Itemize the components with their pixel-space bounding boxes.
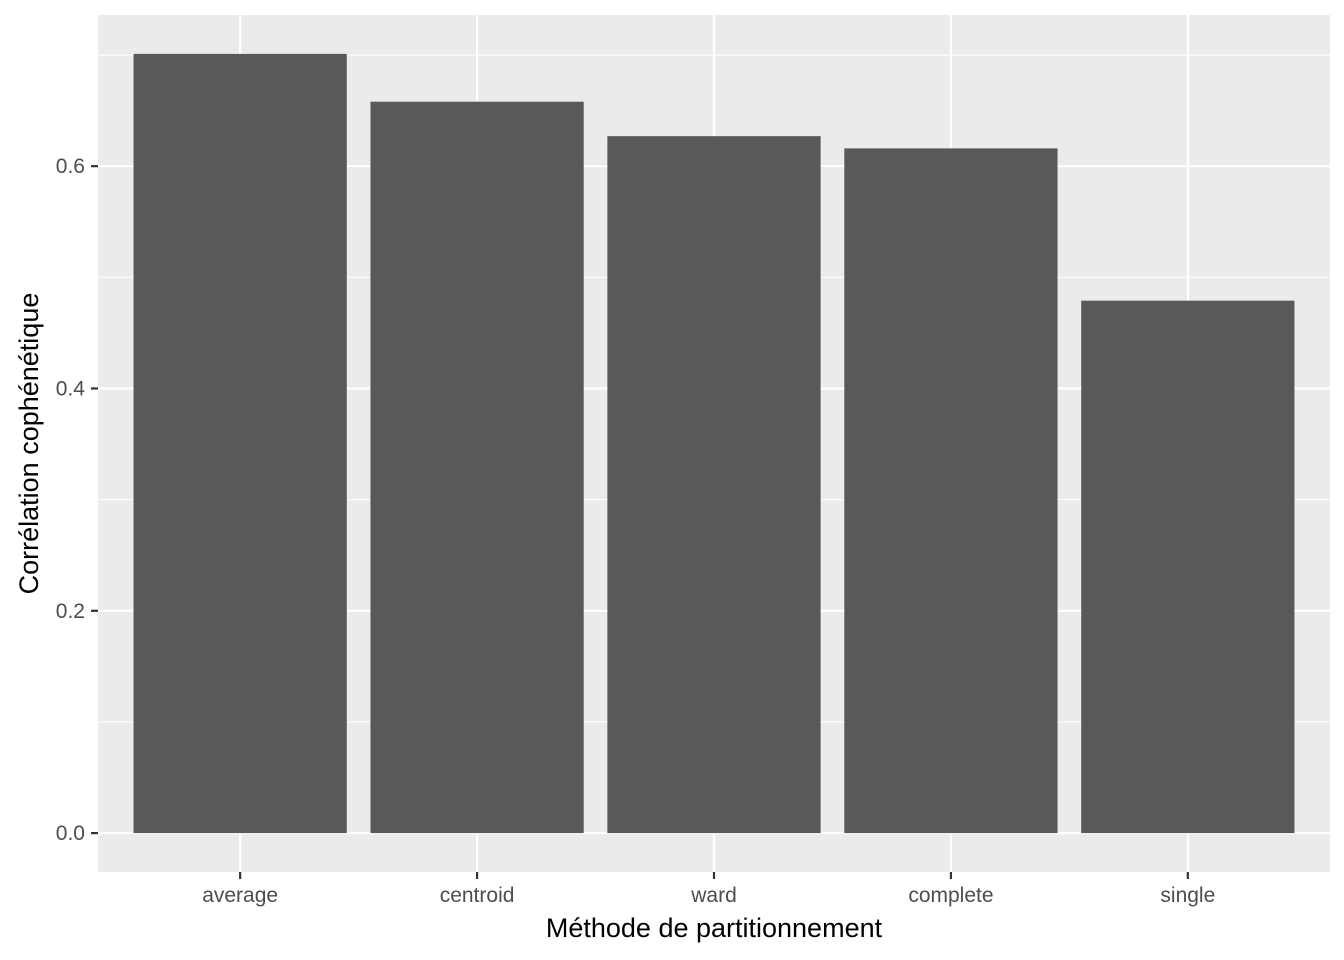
bars	[133, 53, 1295, 834]
y-axis-title: Corrélation cophénétique	[14, 293, 44, 595]
x-tick-label: ward	[690, 884, 737, 907]
bar-ward	[607, 136, 821, 834]
x-axis-ticks: average centroid ward complete single	[202, 872, 1215, 907]
x-tick-label: centroid	[440, 884, 515, 907]
bar-complete	[844, 148, 1058, 834]
y-tick-label: 0.0	[56, 822, 85, 845]
x-tick-label: single	[1160, 884, 1215, 907]
bar-centroid	[370, 101, 584, 834]
bar-average	[133, 53, 347, 834]
x-axis-title: Méthode de partitionnement	[546, 913, 883, 943]
y-tick-label: 0.2	[56, 600, 85, 623]
x-tick-label: average	[202, 884, 278, 907]
y-axis-ticks: 0.0 0.2 0.4 0.6	[56, 155, 98, 845]
y-tick-label: 0.6	[56, 155, 85, 178]
y-tick-label: 0.4	[56, 377, 86, 400]
x-tick-label: complete	[908, 884, 993, 907]
bar-single	[1081, 300, 1295, 834]
